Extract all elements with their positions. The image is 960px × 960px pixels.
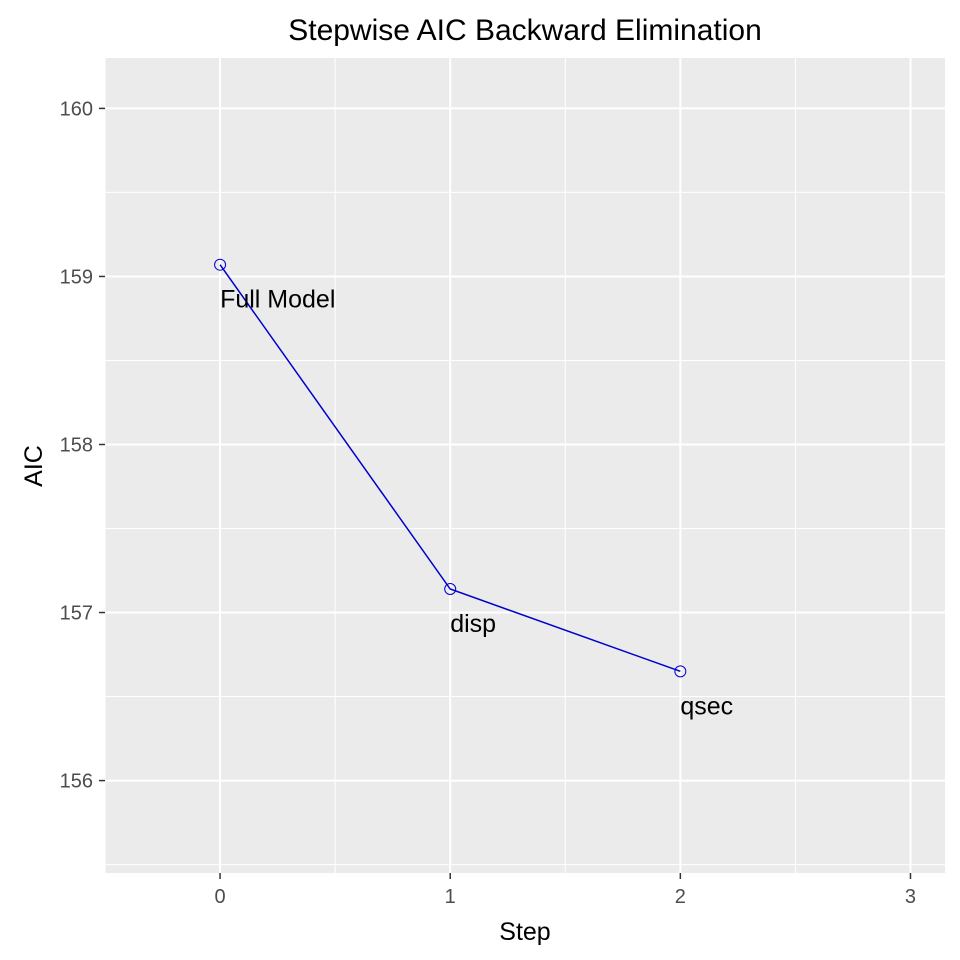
x-tick-label: 2 (675, 886, 686, 908)
y-tick-label: 157 (60, 603, 93, 625)
y-tick-label: 159 (60, 266, 93, 288)
major-gridlines (105, 58, 945, 873)
y-tick-label: 156 (60, 771, 93, 793)
y-tick-label: 160 (60, 98, 93, 120)
y-tick-label: 158 (60, 434, 93, 456)
x-tick-label: 3 (905, 886, 916, 908)
y-axis: 156 157 158 159 160 (60, 98, 105, 793)
data-point (674, 665, 687, 678)
series-layer: Full Model disp qsec (214, 258, 733, 720)
x-axis: 0 1 2 3 (215, 873, 916, 908)
minor-gridlines (104, 58, 945, 873)
plot-panel (105, 58, 945, 873)
data-point-label: Full Model (220, 286, 335, 314)
data-point (444, 583, 457, 596)
series-line (219, 264, 681, 673)
data-point-label: qsec (680, 692, 733, 720)
x-axis-title: Step (499, 918, 550, 946)
chart-title: Stepwise AIC Backward Elimination (288, 14, 762, 47)
data-point (214, 258, 227, 271)
x-tick-label: 0 (215, 886, 226, 908)
y-axis-title: AIC (20, 445, 48, 487)
x-tick-label: 1 (445, 886, 456, 908)
data-point-label: disp (450, 610, 496, 638)
